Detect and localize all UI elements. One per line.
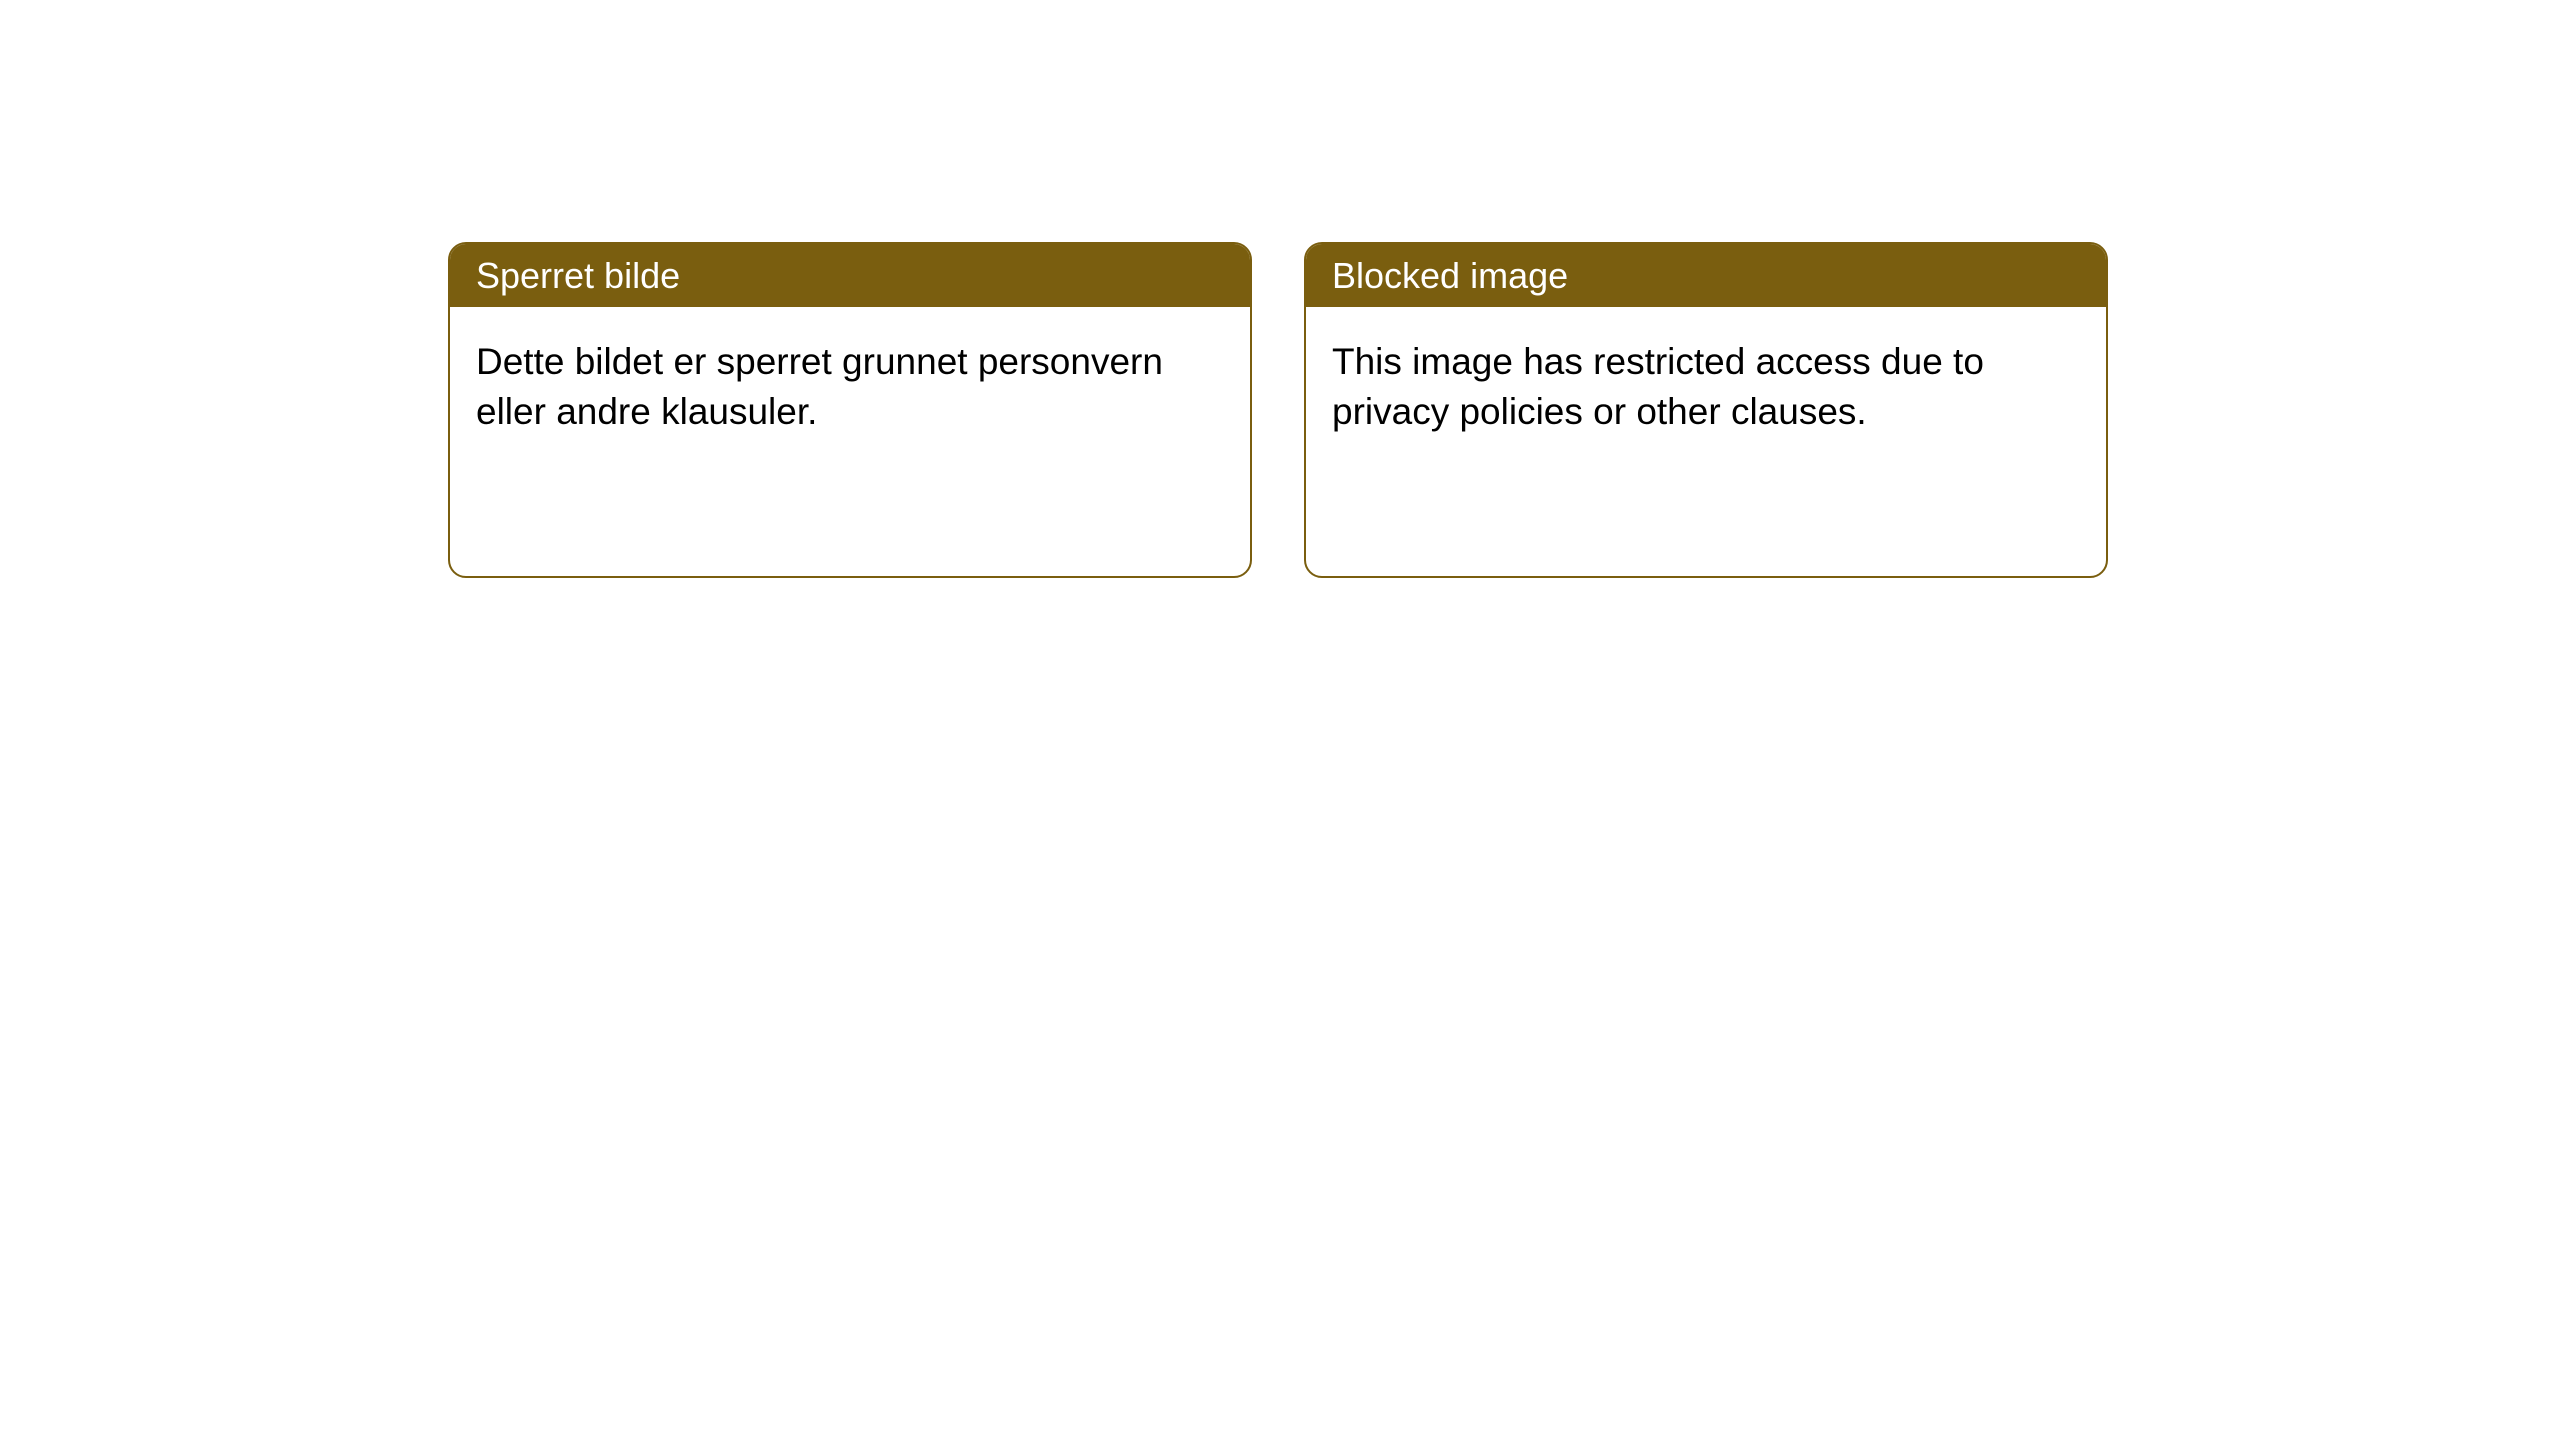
notice-card-title: Sperret bilde	[450, 244, 1250, 307]
notice-container: Sperret bilde Dette bildet er sperret gr…	[448, 242, 2108, 578]
notice-card-title: Blocked image	[1306, 244, 2106, 307]
notice-card-body: This image has restricted access due to …	[1306, 307, 2106, 467]
notice-card-norwegian: Sperret bilde Dette bildet er sperret gr…	[448, 242, 1252, 578]
notice-card-english: Blocked image This image has restricted …	[1304, 242, 2108, 578]
notice-card-body: Dette bildet er sperret grunnet personve…	[450, 307, 1250, 467]
